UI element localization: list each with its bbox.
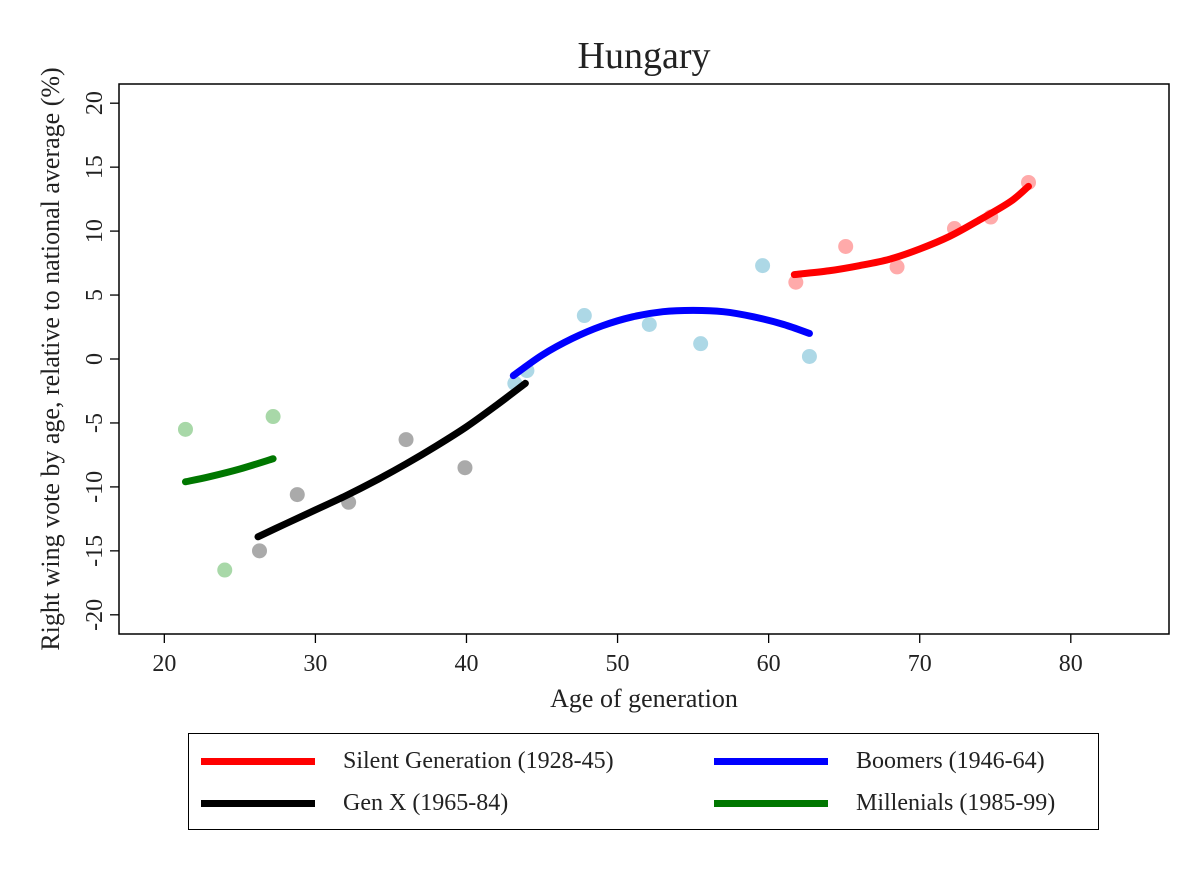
legend-swatch-boomers xyxy=(714,758,828,765)
data-point-series-1 xyxy=(641,316,657,332)
x-tick-label: 20 xyxy=(152,651,176,677)
data-point-series-3 xyxy=(217,562,233,578)
fit-line-series-2 xyxy=(254,379,529,541)
fit-lines xyxy=(181,182,1032,541)
y-axis-label: Right wing vote by age, relative to nati… xyxy=(36,67,65,650)
legend-label-boomers: Boomers (1946-64) xyxy=(856,748,1045,774)
legend-item-millenials: Millenials (1985-99) xyxy=(714,790,1055,817)
chart-title: Hungary xyxy=(578,35,711,77)
y-tick-label: -15 xyxy=(82,535,108,567)
y-tick-label: -10 xyxy=(82,471,108,503)
legend-swatch-silent xyxy=(201,758,315,765)
data-point-series-1 xyxy=(755,258,771,274)
data-point-series-0 xyxy=(788,274,804,290)
legend-label-silent: Silent Generation (1928-45) xyxy=(343,748,614,774)
fit-line-series-1 xyxy=(509,306,813,380)
fit-line-series-3 xyxy=(181,455,277,486)
legend-label-genx: Gen X (1965-84) xyxy=(343,790,509,816)
data-point-series-1 xyxy=(693,336,709,352)
y-tick-label: 5 xyxy=(82,289,108,301)
data-point-series-0 xyxy=(889,259,905,275)
x-tick-label: 70 xyxy=(908,651,932,677)
legend-swatch-genx xyxy=(201,800,315,807)
data-point-series-1 xyxy=(801,348,817,364)
legend-item-silent: Silent Generation (1928-45) xyxy=(201,748,614,775)
plot-area xyxy=(118,83,1170,635)
y-tick-label: 10 xyxy=(82,219,108,243)
legend-swatch-millenials xyxy=(714,800,828,807)
x-tick-label: 80 xyxy=(1059,651,1083,677)
y-tick-label: -20 xyxy=(82,599,108,631)
legend-label-millenials: Millenials (1985-99) xyxy=(856,790,1056,816)
data-point-series-2 xyxy=(289,487,305,503)
data-point-series-2 xyxy=(252,543,268,559)
data-point-series-1 xyxy=(576,308,592,324)
data-point-series-0 xyxy=(838,238,854,254)
x-tick-label: 50 xyxy=(606,651,630,677)
x-axis: 20 30 40 50 60 70 80 xyxy=(152,634,1083,677)
data-point-series-3 xyxy=(177,421,193,437)
legend-item-genx: Gen X (1965-84) xyxy=(201,790,508,817)
data-point-series-2 xyxy=(457,460,473,476)
legend: Silent Generation (1928-45) Boomers (194… xyxy=(188,733,1099,830)
y-tick-label: 15 xyxy=(82,155,108,179)
y-tick-label: -5 xyxy=(82,413,108,433)
legend-item-boomers: Boomers (1946-64) xyxy=(714,748,1045,775)
x-tick-label: 30 xyxy=(303,651,327,677)
data-point-series-2 xyxy=(398,432,414,448)
data-point-series-3 xyxy=(265,409,281,425)
x-tick-label: 60 xyxy=(757,651,781,677)
fit-line-series-0 xyxy=(790,182,1032,279)
y-tick-label: 0 xyxy=(82,353,108,365)
y-axis: -20 -15 -10 -5 0 5 10 15 20 xyxy=(82,91,119,631)
y-tick-label: 20 xyxy=(82,91,108,115)
x-axis-label: Age of generation xyxy=(550,684,738,713)
x-tick-label: 40 xyxy=(454,651,478,677)
